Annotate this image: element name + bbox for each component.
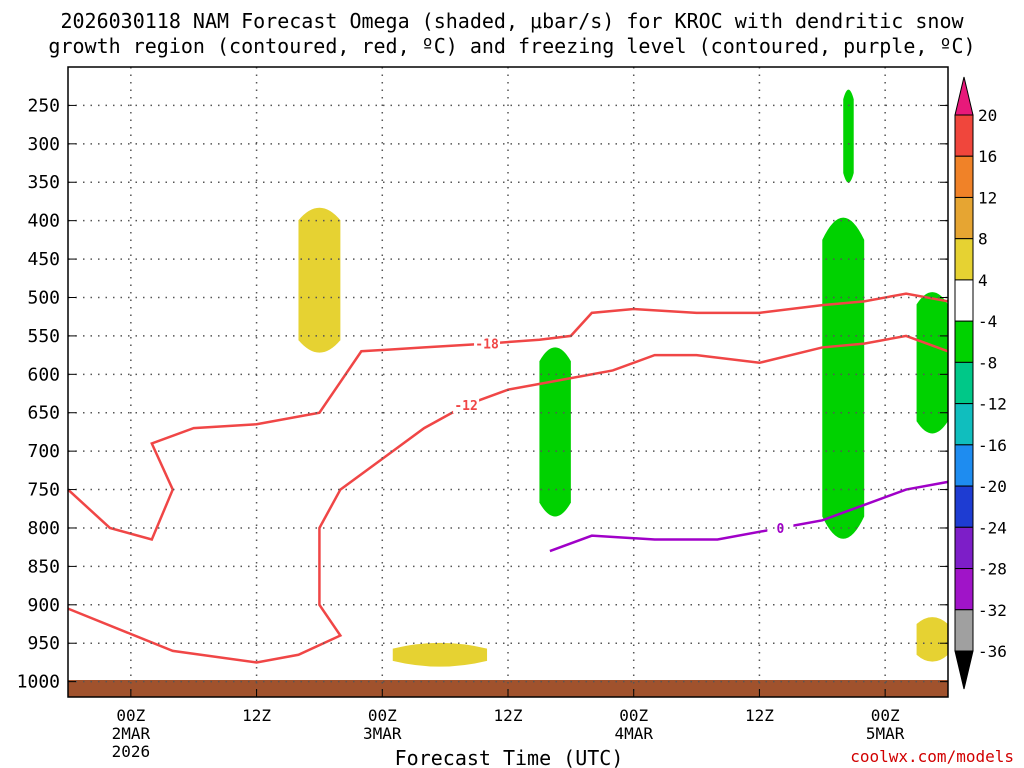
y-tick-label-7: 600: [27, 364, 60, 385]
x-tick-sub2-0: 2026: [112, 742, 151, 761]
omega-region-2: [539, 347, 571, 517]
colorbar-label-10: -24: [978, 518, 1007, 537]
x-tick-sub1-4: 4MAR: [614, 724, 653, 743]
y-tick-label-10: 750: [27, 480, 60, 501]
chart-axes: 250 300 350 400 450 500 550 600 650 700 750 800 850 9…: [17, 66, 949, 761]
y-tick-label-12: 850: [27, 556, 60, 577]
colorbar-label-1: 16: [978, 147, 997, 166]
x-tick-label-5: 12Z: [745, 706, 774, 725]
colorbar-seg-3: [954, 196, 974, 240]
y-tick-label-8: 650: [27, 403, 60, 424]
x-tick-label-3: 12Z: [494, 706, 523, 725]
y-tick-label-5: 500: [27, 287, 60, 308]
omega-region-1: [392, 642, 488, 667]
colorbar-label-2: 12: [978, 188, 997, 207]
colorbar-seg-5: [954, 279, 974, 322]
colorbar-seg-4: [954, 238, 974, 281]
omega-region-5: [916, 292, 948, 434]
x-tick-sub1-0: 2MAR: [112, 724, 151, 743]
x-tick-sub1-6: 5MAR: [866, 724, 905, 743]
colorbar-seg-10: [954, 485, 974, 528]
colorbar-seg-8: [954, 403, 974, 446]
colorbar-seg-12: [954, 568, 974, 611]
colorbar-top-triangle: [954, 76, 974, 116]
omega-region-0: [298, 207, 341, 353]
plot-border: [67, 66, 949, 698]
isotherm-contours: -18 -12 0: [67, 292, 949, 664]
omega-colorbar: 20 16 12 8 4 -4 -8 -12 -16 -20 -24 -28 -32 -36: [954, 76, 1007, 690]
colorbar-label-3: 8: [978, 230, 988, 249]
watermark: coolwx.com/models: [850, 747, 1014, 766]
colorbar-label-6: -8: [978, 353, 997, 372]
y-tick-label-2: 350: [27, 172, 60, 193]
colorbar-bottom-triangle: [954, 650, 974, 690]
x-tick-label-0: 00Z: [116, 706, 145, 725]
colorbar-seg-6: [954, 320, 974, 363]
y-tick-label-13: 900: [27, 595, 60, 616]
y-tick-label-1: 300: [27, 134, 60, 155]
isotherm-label-2: 0: [776, 522, 784, 537]
colorbar-label-12: -32: [978, 601, 1007, 620]
colorbar-seg-7: [954, 361, 974, 405]
colorbar-label-13: -36: [978, 642, 1007, 661]
omega-region-6: [916, 617, 948, 662]
colorbar-label-4: 4: [978, 271, 988, 290]
colorbar-seg-1: [954, 114, 974, 157]
y-tick-label-6: 550: [27, 326, 60, 347]
colorbar-label-9: -20: [978, 477, 1007, 496]
y-tick-label-0: 250: [27, 95, 60, 116]
x-tick-label-4: 00Z: [619, 706, 648, 725]
x-axis-label: Forecast Time (UTC): [395, 746, 624, 768]
isotherm-label-1: -12: [454, 399, 477, 414]
colorbar-seg-last: [954, 609, 974, 652]
chart-grid: [68, 67, 948, 697]
isotherm-label-0: -18: [475, 338, 499, 353]
y-tick-label-3: 400: [27, 211, 60, 232]
omega-region-4: [843, 89, 854, 183]
colorbar-label-8: -16: [978, 436, 1007, 455]
colorbar-label-11: -28: [978, 560, 1007, 579]
colorbar-label-5: -4: [978, 312, 997, 331]
x-tick-sub1-2: 3MAR: [363, 724, 402, 743]
omega-shading: [298, 89, 948, 667]
plot-area: -18 -12 0: [67, 67, 949, 697]
colorbar-label-0: 20: [978, 106, 997, 125]
y-tick-label-15: 1000: [17, 672, 60, 693]
y-tick-label-9: 700: [27, 441, 60, 462]
y-tick-label-14: 950: [27, 633, 60, 654]
terrain-ground: [68, 680, 948, 697]
omega-region-3: [822, 217, 865, 539]
x-tick-label-1: 12Z: [242, 706, 271, 725]
chart-title-line2: growth region (contoured, red, ºC) and f…: [48, 34, 975, 58]
chart-title-line1: 2026030118 NAM Forecast Omega (shaded, μ…: [60, 9, 964, 33]
x-tick-label-6: 00Z: [871, 706, 900, 725]
x-tick-label-2: 00Z: [368, 706, 397, 725]
y-tick-label-11: 800: [27, 518, 60, 539]
colorbar-seg-11: [954, 526, 974, 570]
colorbar-seg-9: [954, 444, 974, 487]
colorbar-seg-2: [954, 155, 974, 198]
colorbar-label-7: -12: [978, 395, 1007, 414]
y-tick-label-4: 450: [27, 249, 60, 270]
